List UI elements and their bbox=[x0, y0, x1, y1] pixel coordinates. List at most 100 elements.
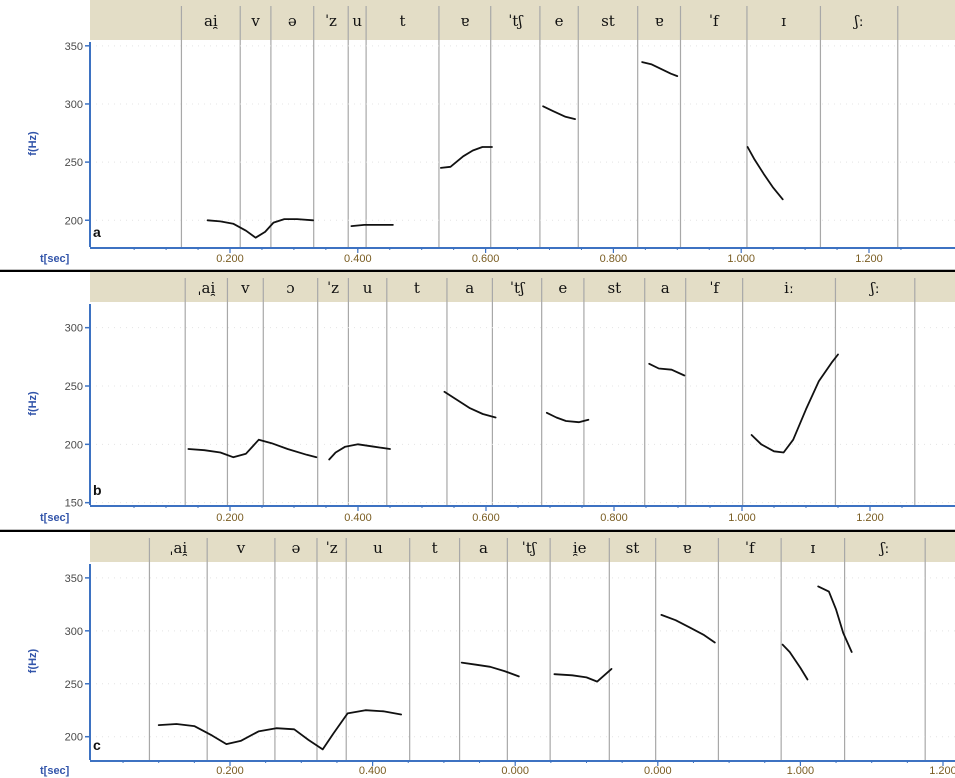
y-tick-label: 200 bbox=[65, 215, 83, 227]
segment-label: ɪ bbox=[810, 539, 815, 557]
segment-label: ˈtʃ bbox=[510, 279, 525, 297]
segment-label: ˈz bbox=[327, 279, 339, 297]
f0-contour bbox=[553, 668, 613, 683]
segment-label: u bbox=[352, 12, 362, 30]
segment-label: e bbox=[558, 279, 567, 297]
segment-label: ʃː bbox=[869, 279, 880, 297]
y-axis-area bbox=[0, 532, 90, 778]
segment-label: ˌai̯ bbox=[169, 539, 187, 557]
x-tick-label: 0.800 bbox=[600, 512, 628, 524]
f0-contour bbox=[443, 390, 497, 419]
y-tick-label: 250 bbox=[65, 679, 83, 691]
x-tick-label: 0.400 bbox=[344, 512, 372, 524]
f0-contour bbox=[542, 105, 576, 120]
segment-label: i̯e bbox=[572, 539, 587, 557]
segment-label: v bbox=[240, 279, 250, 297]
f0-contour bbox=[328, 443, 391, 461]
x-tick-label: 0.000 bbox=[644, 765, 672, 777]
segment-label: t bbox=[400, 12, 406, 30]
segment-label: u bbox=[373, 539, 383, 557]
f0-contour bbox=[460, 661, 520, 678]
f0-contour bbox=[750, 353, 839, 454]
f0-contour bbox=[746, 146, 784, 201]
segment-label: u bbox=[363, 279, 373, 297]
segment-label: ˌai̯ bbox=[197, 279, 215, 297]
segment-label: v bbox=[236, 539, 246, 557]
y-axis-label: f(Hz) bbox=[27, 391, 39, 416]
y-axis-label: f(Hz) bbox=[27, 131, 39, 156]
segment-label: ˈz bbox=[325, 12, 337, 30]
segment-label: ˈf bbox=[745, 539, 756, 557]
x-tick-label: 1.200 bbox=[855, 253, 883, 265]
panel-c: ˌai̯ v ə ˈz u t a ˈtʃ i̯e st ɐ ˈf ɪ ʃː 200 250 300 350 f(H… bbox=[0, 532, 955, 778]
y-tick-label: 300 bbox=[65, 99, 83, 111]
segment-label: ə bbox=[288, 12, 297, 30]
f0-contour bbox=[781, 643, 809, 681]
segment-label: ˈtʃ bbox=[508, 12, 523, 30]
panel-a: ai̯ v ə ˈz u t ɐ ˈtʃ e st ɐ ˈf ɪ ʃː 200 250 300 350 f(Hz) a… bbox=[0, 0, 955, 273]
y-tick-label: 250 bbox=[65, 381, 83, 393]
f0-contour bbox=[660, 614, 716, 644]
x-tick-label: 0.400 bbox=[359, 765, 387, 777]
x-tick-label: 0.200 bbox=[216, 253, 244, 265]
y-tick-label: 200 bbox=[65, 732, 83, 744]
x-tick-label: 0.600 bbox=[472, 253, 500, 265]
segment-label: ˈf bbox=[709, 279, 720, 297]
x-tick-label: 1.200 bbox=[929, 765, 955, 777]
y-tick-label: 150 bbox=[65, 498, 83, 510]
panel-label: b bbox=[93, 482, 102, 498]
f0-contour bbox=[157, 709, 402, 751]
segment-label: ɐ bbox=[655, 12, 664, 30]
y-tick-label: 200 bbox=[65, 439, 83, 451]
f0-contour bbox=[206, 218, 314, 239]
segment-label: ˈf bbox=[709, 12, 720, 30]
x-axis-band bbox=[90, 247, 955, 270]
segment-label: ɐ bbox=[460, 12, 469, 30]
y-axis-label: f(Hz) bbox=[27, 648, 39, 673]
y-tick-label: 300 bbox=[65, 626, 83, 638]
y-tick-label: 350 bbox=[65, 41, 83, 53]
plot-area bbox=[90, 40, 955, 247]
x-axis-band bbox=[90, 760, 955, 778]
f0-contour bbox=[817, 585, 853, 653]
segment-label: ʃː bbox=[878, 539, 889, 557]
x-tick-label: 0.800 bbox=[600, 253, 628, 265]
segment-label: a bbox=[479, 539, 488, 557]
segment-label: ˈz bbox=[326, 539, 338, 557]
y-axis-area bbox=[0, 272, 90, 530]
f0-contour bbox=[350, 224, 394, 227]
panel-b: ˌai̯ v ɔ ˈz u t a ˈtʃ e st a ˈf iː ʃː 150 200 250 300 f(Hz… bbox=[0, 272, 955, 533]
f0-contour bbox=[648, 362, 686, 377]
x-tick-label: 0.200 bbox=[216, 512, 244, 524]
segment-label: ɐ bbox=[683, 539, 692, 557]
segment-label: t bbox=[432, 539, 438, 557]
segment-label: ɔ bbox=[286, 279, 294, 297]
x-tick-label: 0.000 bbox=[501, 765, 529, 777]
segment-label: t bbox=[414, 279, 420, 297]
segment-header bbox=[90, 532, 955, 562]
segment-label: ˈtʃ bbox=[522, 539, 537, 557]
x-axis-label: t[sec] bbox=[40, 512, 70, 524]
segment-header bbox=[90, 0, 955, 40]
segment-label: v bbox=[250, 12, 260, 30]
x-tick-label: 0.400 bbox=[344, 253, 372, 265]
f0-contour bbox=[641, 61, 679, 77]
f0-contour bbox=[187, 438, 318, 459]
x-tick-label: 1.200 bbox=[856, 512, 884, 524]
segment-label: ɪ bbox=[781, 12, 786, 30]
x-axis-label: t[sec] bbox=[40, 765, 70, 777]
x-tick-label: 0.600 bbox=[472, 512, 500, 524]
segment-label: st bbox=[601, 12, 615, 30]
y-tick-label: 350 bbox=[65, 573, 83, 585]
segment-label: a bbox=[465, 279, 474, 297]
segment-label: a bbox=[661, 279, 670, 297]
segment-header bbox=[90, 272, 955, 302]
x-tick-label: 1.000 bbox=[787, 765, 815, 777]
segment-label: st bbox=[626, 539, 640, 557]
x-axis-band bbox=[90, 505, 955, 530]
segment-label: ʃː bbox=[853, 12, 864, 30]
panel-label: c bbox=[93, 737, 101, 753]
x-tick-label: 1.000 bbox=[728, 512, 756, 524]
y-tick-label: 250 bbox=[65, 157, 83, 169]
